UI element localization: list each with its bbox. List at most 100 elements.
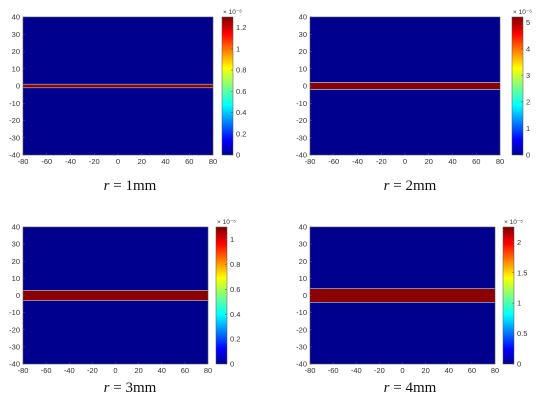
y-tick-label: 0 [16,291,20,300]
heatmap-panel-4: -80 -60 -40 -20 0 20 40 60 80 40 30 20 10 0 -10 -20 -30-… [290,210,550,406]
colorbar-multiplier: × 10⁻⁶ [513,9,532,16]
colorbar [511,16,524,156]
x-tick-label: 60 [185,157,193,166]
colorbar-tick-label: 0 [517,360,521,369]
heatmap-plot-4: -80 -60 -40 -20 0 20 40 60 80403020100-10-20-30-… [296,219,527,375]
colorbar-tick-label: 1.2 [236,23,246,32]
y-tick-label: -20 [9,325,20,334]
x-tick-label: -20 [89,157,100,166]
caption-equals: = [389,380,406,396]
caption-number: 2 [405,178,413,194]
y-tick-label: 20 [299,47,307,56]
x-tick-label: 60 [472,157,480,166]
x-tick-label: -40 [351,366,362,375]
heatmap-band [23,84,213,88]
colorbar-tick-label: 0.2 [236,129,246,138]
colorbar-tick-label: 1 [526,124,530,133]
y-tick-label: -10 [9,99,20,108]
colorbar-tick-label: 0 [236,151,240,160]
x-tick-label: -80 [18,157,29,166]
y-tick-label: 20 [299,257,307,266]
y-tick-label: -20 [9,116,20,125]
caption-number: 3 [125,380,133,396]
caption-number: 1 [125,178,133,194]
x-tick-label: -80 [305,157,316,166]
y-tick-label: 10 [299,64,307,73]
y-tick-label: -20 [296,116,307,125]
colorbar-tick-label: 1.5 [517,268,527,277]
y-tick-label: -30 [296,342,307,351]
heatmap-plot-2: -80 -60 -40 -20 0 20 40 60 80403020100-10-20-30-… [296,9,532,166]
heatmap-panel-1: -80 -60 -40 -20 0 20 40 60 80 40 30 20 10 0 -10 -20 -30-… [0,0,270,200]
caption-unit: mm [132,178,157,194]
x-tick-label: -40 [352,157,363,166]
x-tick-label: 20 [421,366,429,375]
colorbar-tick-label: 2 [526,98,530,107]
y-tick-label: 10 [12,274,20,283]
heatmap-plot-3: -80 -60 -40 -20 0 20 40 60 80403020100-10-20-30-… [9,219,240,375]
caption-equals: = [109,380,126,396]
panel-caption-3: r = 3mm [80,380,180,397]
colorbar-tick-label: 0.6 [230,285,240,294]
y-tick-label: -40 [9,151,20,160]
colorbar-tick-label: 0 [230,360,234,369]
colorbar-tick-label: 0.6 [236,87,246,96]
colorbar-tick-label: 0.2 [230,335,240,344]
y-tick-label: 20 [12,47,20,56]
caption-unit: mm [412,380,437,396]
colorbar-tick-label: 2 [517,238,521,247]
x-tick-label: -60 [328,366,339,375]
x-tick-label: 60 [468,366,476,375]
x-tick-label: -60 [41,157,52,166]
colorbar-tick-label: 3 [526,71,530,80]
caption-unit: mm [132,380,157,396]
caption-variable: r [103,380,110,396]
x-tick-label: -60 [41,366,52,375]
colorbar [502,226,515,365]
caption-equals: = [109,178,126,194]
heatmap-band [23,290,208,301]
x-tick-label: 40 [448,157,456,166]
panel-caption-1: r = 1mm [80,178,180,195]
colorbar-multiplier: × 10⁻⁵ [217,219,236,226]
colorbar-tick-label: 0.8 [230,260,240,269]
y-tick-label: 30 [12,240,20,249]
caption-unit: mm [412,178,437,194]
panel-caption-4: r = 4mm [360,380,460,397]
y-tick-label: -10 [296,308,307,317]
x-tick-label: 20 [425,157,433,166]
x-tick-label: -20 [376,157,387,166]
colorbar-tick-label: 1 [230,235,234,244]
x-tick-label: 0 [403,157,407,166]
x-tick-label: 60 [181,366,189,375]
y-tick-label: -20 [296,325,307,334]
heatmap-band [310,82,500,90]
colorbar-tick-label: 1 [517,299,521,308]
x-tick-label: 40 [158,366,166,375]
x-tick-label: -40 [64,366,75,375]
y-tick-label: 10 [12,64,20,73]
x-tick-label: 0 [400,366,404,375]
x-tick-label: 80 [209,157,217,166]
colorbar-tick-label: 0.4 [236,108,246,117]
colorbar-tick-label: 0.5 [517,329,527,338]
x-tick-label: 80 [496,157,504,166]
x-tick-label: 20 [134,366,142,375]
heatmap-band [310,288,495,303]
x-tick-label: 80 [204,366,212,375]
y-tick-label: -30 [9,133,20,142]
x-tick-label: 40 [445,366,453,375]
caption-number: 4 [405,380,413,396]
y-tick-label: 30 [12,30,20,39]
y-tick-label: 40 [12,223,20,232]
x-tick-label: 40 [161,157,169,166]
y-tick-label: 0 [16,82,20,91]
x-tick-label: 0 [116,157,120,166]
y-tick-label: 0 [303,291,307,300]
colorbar-tick-label: 0.4 [230,310,240,319]
heatmap-plot-1: -80 -60 -40 -20 0 20 40 60 80403020100-10-20-30-… [9,9,246,166]
x-tick-label: -80 [305,366,316,375]
y-tick-label: -10 [9,308,20,317]
y-tick-label: 10 [299,274,307,283]
panel-caption-2: r = 2mm [360,178,460,195]
